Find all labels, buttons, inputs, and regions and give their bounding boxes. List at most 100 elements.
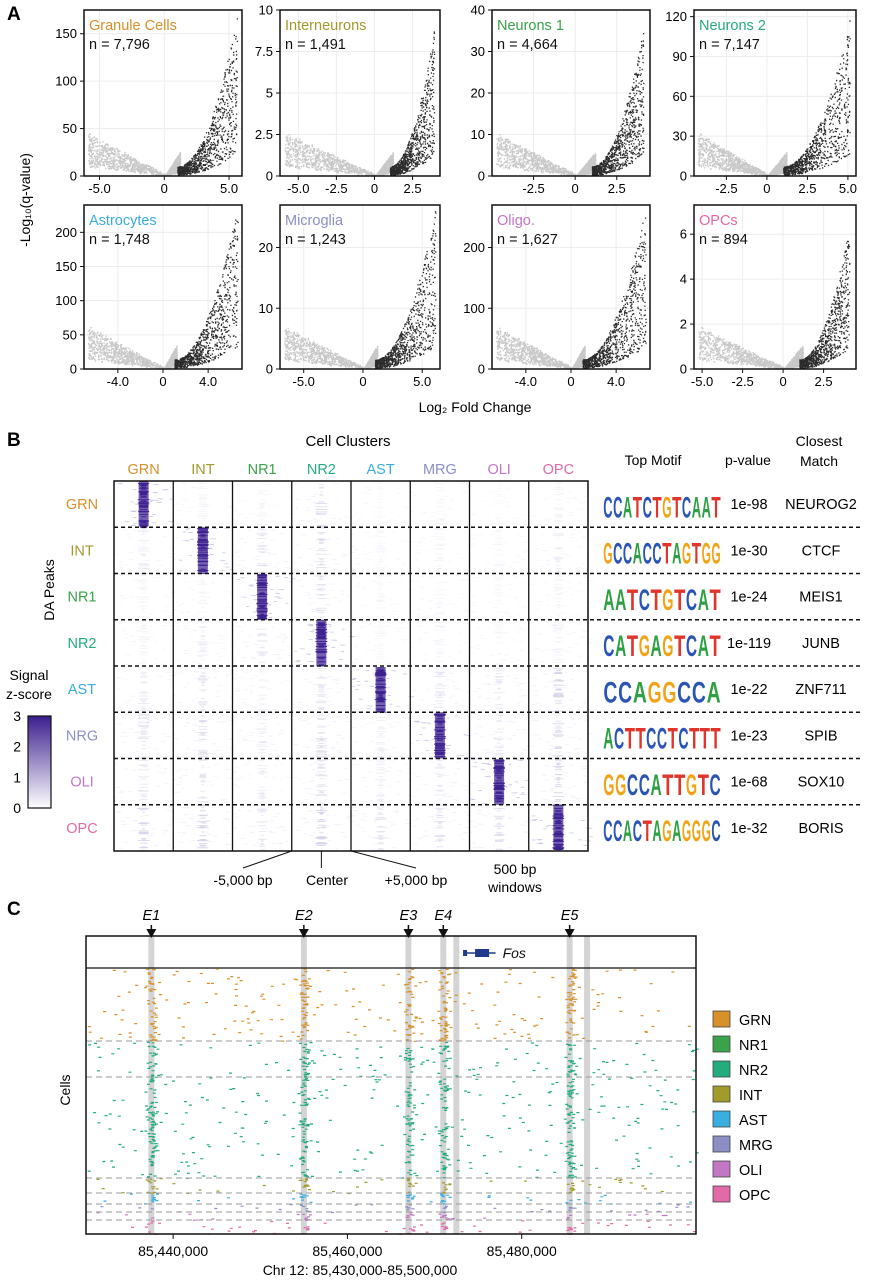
y-tick-label: 0: [70, 169, 77, 184]
motif-letter: G: [686, 769, 697, 802]
motif-letter: T: [674, 584, 685, 617]
motif-row: C C A C T A G A G G G C 1e-32 BORIS: [603, 815, 843, 848]
nonsignificant-points: [284, 134, 395, 176]
motif-letter: A: [651, 769, 662, 802]
heat-streak: [374, 806, 387, 851]
x-tick-label: 4.0: [607, 374, 625, 389]
row-label: OPC: [66, 821, 97, 837]
motif-match: CTCF: [802, 543, 841, 559]
motif-match: SPIB: [804, 728, 837, 744]
motif-letter: T: [711, 491, 720, 524]
motif-pvalue: 1e-68: [730, 775, 767, 791]
motif-letter: T: [674, 769, 685, 802]
y-tick-label: 4: [680, 272, 687, 287]
heat-streak: [256, 528, 268, 574]
motif-letter: C: [639, 769, 650, 802]
motif-letter: G: [662, 584, 673, 617]
x-tick-label: 5.0: [839, 181, 857, 196]
heat-streak: [315, 806, 328, 852]
enhancer-band: [148, 936, 155, 1234]
motif-pvalue: 1e-22: [730, 682, 767, 698]
window-label-windows: windows: [487, 879, 542, 895]
peak-count: n = 1,748: [89, 232, 150, 248]
motif-letter: C: [643, 491, 652, 524]
x-tick-label: 5.0: [220, 181, 238, 196]
y-tick-label: 2: [680, 317, 687, 332]
data-points: [88, 219, 239, 369]
motif-letter: C: [627, 769, 638, 802]
heatmap-row-axis-label: DA Peaks: [41, 559, 57, 620]
heat-background: [298, 759, 354, 805]
enhancer-arrow-head: [564, 929, 575, 938]
heat-streak: [138, 573, 149, 618]
x-tick-label: 0: [159, 374, 166, 389]
motif-letter: A: [615, 584, 626, 617]
motif-row: C C A G G C C A 1e-22 ZNF711: [603, 676, 846, 709]
enhancer-arrow-head: [438, 929, 449, 938]
significant-points: [591, 33, 645, 176]
enhancer-arrow-head: [403, 929, 414, 938]
heat-enrichment: [138, 482, 149, 527]
peak-count: n = 1,627: [497, 232, 558, 248]
heat-background: [410, 667, 473, 713]
motif-letter: T: [651, 584, 662, 617]
y-tick-label: 100: [55, 293, 77, 308]
motif-match: JUNB: [802, 636, 840, 652]
motif-letter: T: [692, 538, 701, 571]
motif-match: MEIS1: [799, 590, 843, 606]
heat-streak: [552, 713, 564, 759]
motif-letter: C: [614, 723, 624, 756]
legend-label: AST: [739, 1113, 767, 1129]
motif-letter: G: [615, 769, 626, 802]
motif-match: BORIS: [798, 821, 843, 837]
x-tick-label: 85,440,000: [138, 1243, 208, 1259]
motif-letter: A: [652, 815, 661, 848]
y-tick-label: 20: [471, 86, 485, 101]
motif-row: A A T C T G T C A T 1e-24 MEIS1: [603, 584, 842, 617]
heat-background: [234, 625, 292, 666]
heat-streak: [197, 804, 209, 848]
motif-pvalue: 1e-119: [727, 636, 771, 652]
fragment-group: [100, 1204, 690, 1214]
motif-letter: C: [692, 676, 706, 709]
heat-background: [470, 758, 528, 806]
peak-count: n = 894: [699, 232, 748, 248]
heat-streak: [256, 620, 268, 663]
motif-letter: A: [623, 491, 632, 524]
significant-points: [799, 240, 851, 369]
y-tick-label: 7.5: [255, 44, 273, 59]
data-points: [496, 33, 645, 176]
x-tick-label: 0: [359, 374, 366, 389]
motif-match: SOX10: [798, 775, 845, 791]
row-label: OLI: [70, 775, 93, 791]
heat-streak: [434, 575, 446, 621]
volcano-plot: -4.0 0 4.0 0 50 100 150 200 Astrocytes n = 1,748: [55, 204, 243, 389]
motif-letter: G: [682, 815, 691, 848]
volcano-plot: -2.5 0 2.5 5.0 0 30 60 90 120 Neurons 2 n = 7,147: [665, 9, 857, 196]
x-tick-label: 4.0: [199, 374, 217, 389]
motif-row: C A T G A G T C A T 1e-119 JUNB: [603, 630, 840, 663]
x-tick-label: 5.0: [413, 374, 431, 389]
peak-count: n = 7,147: [699, 37, 760, 53]
heat-background: [173, 575, 236, 621]
column-header: MRG: [423, 462, 457, 478]
heat-streak: [374, 717, 387, 759]
heat-streak: [493, 714, 505, 760]
heat-streak: [256, 808, 268, 851]
y-tick-label: 120: [665, 9, 687, 24]
heat-streak: [197, 715, 209, 758]
window-label-size: 500 bp: [494, 861, 537, 877]
y-tick-label: 0: [478, 362, 485, 377]
row-label: NRG: [66, 728, 98, 744]
gene-exon: [463, 950, 468, 956]
motif-letter: G: [662, 491, 671, 524]
motif-letter: A: [672, 538, 681, 571]
colorbar-tick-label: 3: [13, 708, 21, 724]
heat-background: [177, 806, 240, 850]
heat-streak: [434, 666, 446, 708]
nonsignificant-points: [697, 133, 788, 176]
legend-label: NR1: [739, 1038, 768, 1054]
column-header: OPC: [543, 462, 574, 478]
heat-streak: [375, 759, 387, 805]
